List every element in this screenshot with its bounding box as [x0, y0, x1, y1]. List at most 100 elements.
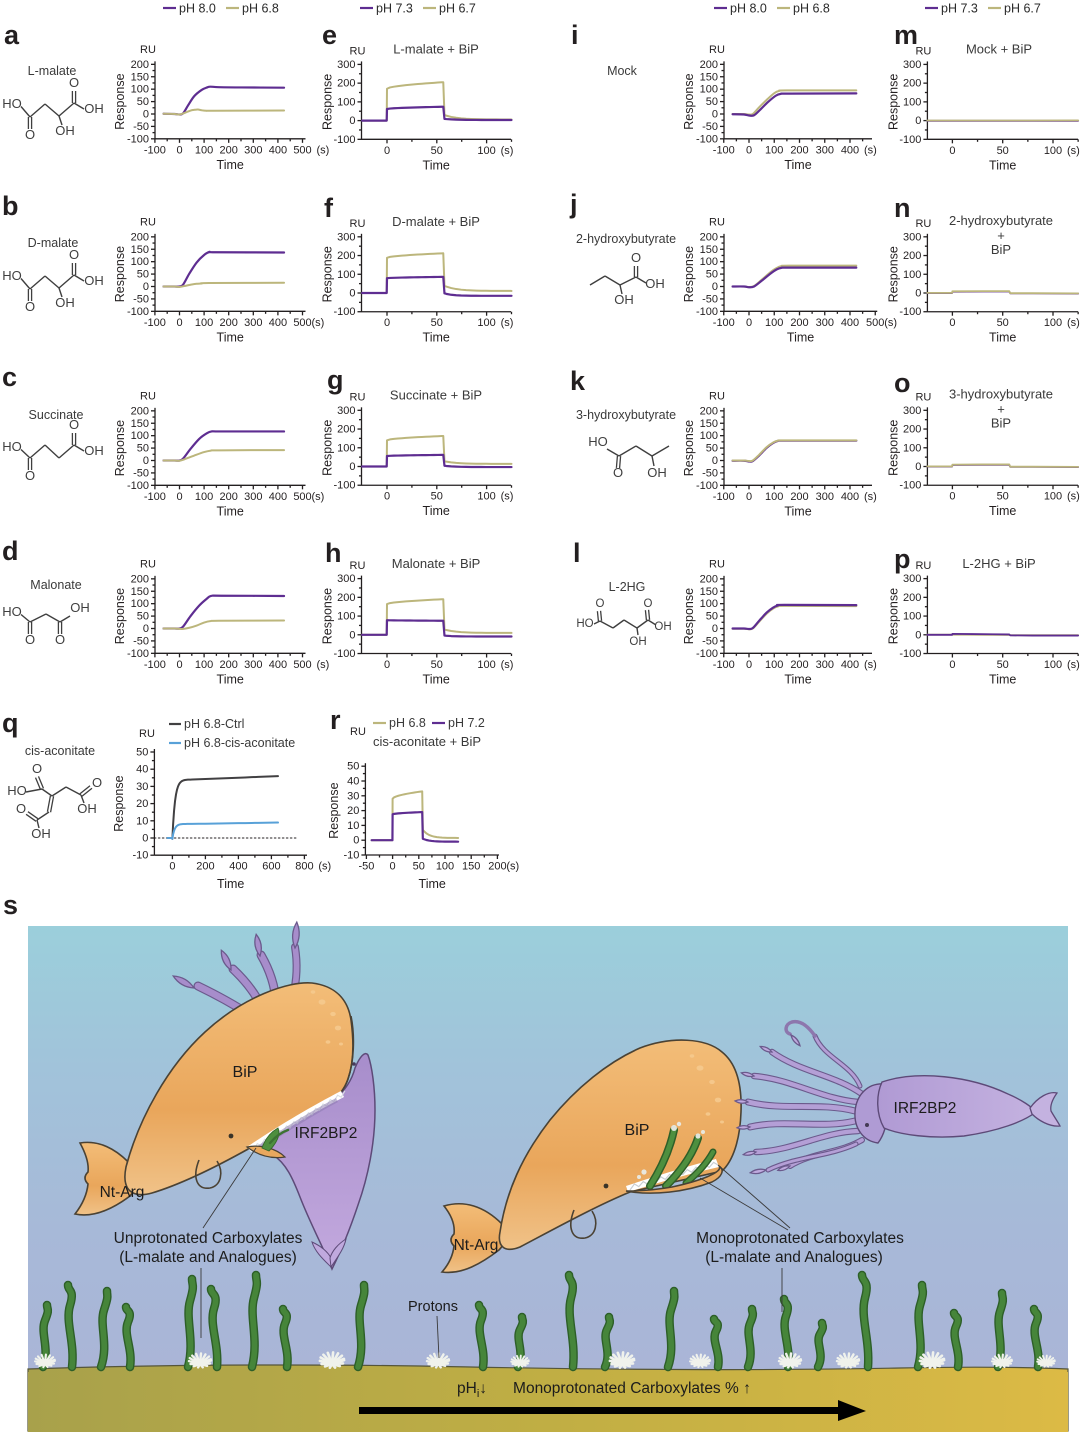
svg-text:IRF2BP2: IRF2BP2: [894, 1100, 957, 1117]
svg-text:50: 50: [706, 96, 718, 108]
svg-text:400: 400: [229, 861, 247, 873]
svg-text:30: 30: [347, 790, 359, 802]
svg-text:(s): (s): [864, 659, 877, 671]
svg-text:-50: -50: [133, 121, 149, 133]
svg-text:c: c: [2, 362, 17, 392]
svg-text:L-malate + BiP: L-malate + BiP: [393, 42, 479, 57]
svg-text:-50: -50: [702, 121, 718, 133]
svg-text:O: O: [631, 250, 641, 265]
svg-text:100: 100: [337, 611, 355, 623]
svg-text:HO: HO: [2, 96, 22, 111]
svg-text:400: 400: [269, 317, 287, 329]
svg-text:50: 50: [413, 861, 425, 873]
svg-text:300: 300: [903, 231, 921, 243]
svg-text:300: 300: [244, 491, 262, 503]
svg-text:50: 50: [431, 491, 443, 503]
svg-text:RU: RU: [350, 46, 366, 58]
svg-text:0: 0: [949, 317, 955, 329]
svg-text:Response: Response: [113, 588, 127, 644]
svg-text:Succinate + BiP: Succinate + BiP: [390, 388, 482, 403]
svg-text:300: 300: [244, 659, 262, 671]
svg-text:100: 100: [765, 317, 783, 329]
svg-text:OH: OH: [31, 826, 51, 841]
svg-text:L-2HG + BiP: L-2HG + BiP: [962, 556, 1035, 571]
svg-text:Response: Response: [112, 775, 126, 831]
svg-text:200: 200: [196, 861, 214, 873]
svg-text:200: 200: [790, 659, 808, 671]
svg-text:RU: RU: [915, 218, 931, 230]
svg-text:50: 50: [137, 443, 149, 455]
svg-text:2-hydroxybutyrate: 2-hydroxybutyrate: [949, 213, 1053, 228]
svg-text:OH: OH: [84, 443, 104, 458]
svg-text:Time: Time: [989, 504, 1016, 518]
svg-text:-100: -100: [333, 134, 355, 146]
svg-text:Time: Time: [989, 158, 1016, 172]
svg-text:400: 400: [841, 317, 859, 329]
svg-text:Time: Time: [217, 158, 244, 172]
svg-text:400: 400: [269, 144, 287, 156]
svg-text:400: 400: [841, 659, 859, 671]
svg-text:HO: HO: [2, 604, 22, 619]
svg-text:0: 0: [176, 144, 182, 156]
svg-text:HO: HO: [576, 618, 593, 630]
svg-text:500: 500: [293, 144, 311, 156]
svg-text:50: 50: [706, 443, 718, 455]
svg-text:200: 200: [337, 424, 355, 436]
svg-text:pH 6.8-cis-aconitate: pH 6.8-cis-aconitate: [184, 736, 295, 750]
svg-text:(s): (s): [506, 861, 519, 873]
svg-text:300: 300: [816, 659, 834, 671]
svg-text:0: 0: [142, 833, 148, 845]
svg-text:200: 200: [488, 861, 506, 873]
svg-text:Response: Response: [113, 420, 127, 476]
svg-text:100: 100: [765, 491, 783, 503]
svg-text:O: O: [644, 598, 653, 610]
svg-text:200: 200: [700, 59, 718, 71]
svg-text:100: 100: [700, 84, 718, 96]
svg-text:(s): (s): [501, 317, 514, 329]
svg-text:Protons: Protons: [408, 1299, 458, 1315]
svg-text:O: O: [92, 775, 102, 790]
svg-text:(s): (s): [501, 659, 514, 671]
svg-text:O: O: [32, 761, 42, 776]
svg-text:Response: Response: [321, 74, 335, 130]
svg-text:-100: -100: [144, 317, 166, 329]
svg-text:pH 8.0: pH 8.0: [730, 2, 767, 16]
svg-text:100: 100: [700, 430, 718, 442]
svg-text:OH: OH: [84, 101, 104, 116]
svg-text:0: 0: [169, 861, 175, 873]
svg-text:OH: OH: [654, 621, 671, 633]
svg-text:(s): (s): [312, 491, 325, 503]
svg-text:100: 100: [131, 256, 149, 268]
svg-text:0: 0: [143, 281, 149, 293]
svg-text:50: 50: [997, 491, 1009, 503]
svg-text:-50: -50: [133, 635, 149, 647]
svg-text:-100: -100: [144, 144, 166, 156]
svg-text:50: 50: [431, 145, 443, 157]
svg-text:RU: RU: [350, 218, 366, 230]
svg-text:400: 400: [841, 491, 859, 503]
svg-text:i: i: [571, 20, 579, 50]
svg-text:300: 300: [903, 405, 921, 417]
svg-text:OH: OH: [84, 273, 104, 288]
svg-text:200: 200: [337, 250, 355, 262]
svg-text:OH: OH: [614, 292, 634, 307]
svg-text:d: d: [2, 536, 19, 566]
svg-text:h: h: [325, 538, 342, 568]
svg-text:3-hydroxybutyrate: 3-hydroxybutyrate: [949, 387, 1053, 402]
svg-text:RU: RU: [140, 559, 156, 571]
svg-text:0: 0: [176, 491, 182, 503]
svg-text:RU: RU: [140, 217, 156, 229]
svg-text:O: O: [16, 801, 26, 816]
svg-text:300: 300: [903, 59, 921, 71]
svg-text:RU: RU: [709, 217, 725, 229]
svg-text:200: 200: [903, 424, 921, 436]
svg-text:p: p: [894, 544, 911, 574]
svg-text:200: 200: [700, 405, 718, 417]
svg-text:Response: Response: [886, 420, 900, 476]
svg-text:OH: OH: [629, 636, 646, 648]
svg-text:(s): (s): [312, 317, 325, 329]
svg-text:10: 10: [347, 820, 359, 832]
svg-text:3-hydroxybutyrate: 3-hydroxybutyrate: [576, 408, 676, 422]
svg-text:800: 800: [295, 861, 313, 873]
svg-text:D-malate + BiP: D-malate + BiP: [392, 214, 480, 229]
